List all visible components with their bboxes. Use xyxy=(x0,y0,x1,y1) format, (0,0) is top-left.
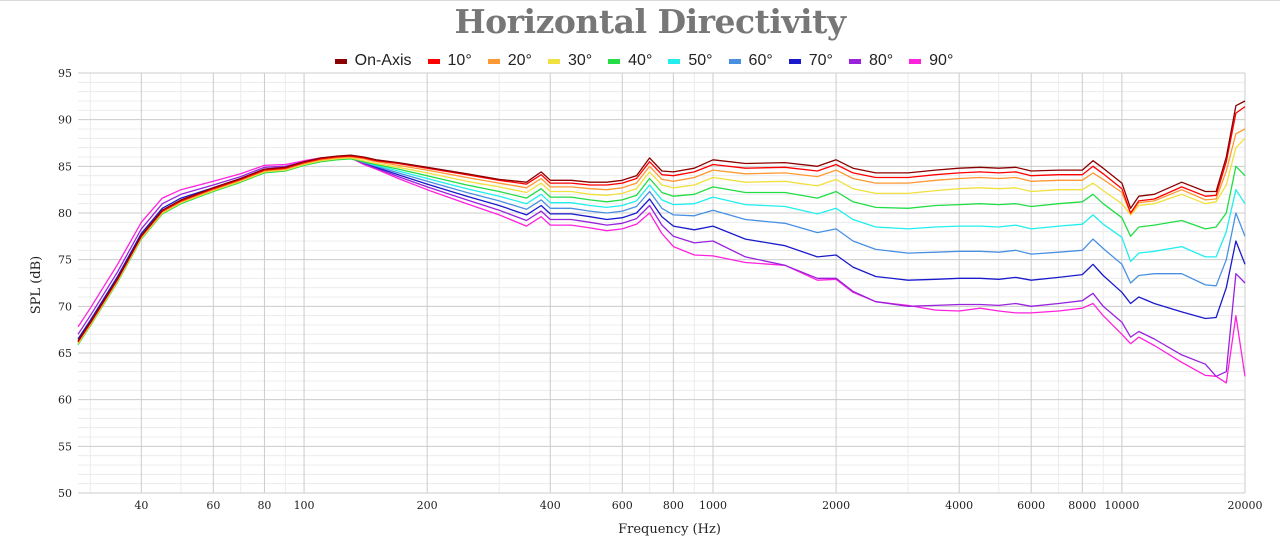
legend-swatch xyxy=(334,58,347,64)
legend-item[interactable]: 10° xyxy=(427,52,472,70)
legend-label: 60° xyxy=(748,52,773,69)
x-tick-label: 6000 xyxy=(1017,499,1045,512)
legend-label: 50° xyxy=(688,52,713,69)
legend-item[interactable]: 50° xyxy=(668,52,713,70)
legend-item[interactable]: 20° xyxy=(487,52,532,70)
x-tick-label: 8000 xyxy=(1068,499,1096,512)
legend: On-Axis 10° 20° 30° 40° 50° 60° 70° 80° 90° xyxy=(0,52,1280,70)
legend-swatch xyxy=(848,58,861,64)
legend-item[interactable]: 70° xyxy=(788,52,833,70)
legend-label: 40° xyxy=(628,52,653,69)
legend-item[interactable]: 30° xyxy=(547,52,593,70)
major-grid xyxy=(78,72,1246,494)
legend-swatch xyxy=(487,58,500,64)
legend-item[interactable]: On-Axis xyxy=(334,52,412,70)
y-tick-label: 55 xyxy=(58,440,72,453)
legend-label: 30° xyxy=(567,52,593,69)
y-tick-label: 85 xyxy=(58,160,72,173)
series-line xyxy=(77,157,1246,384)
legend-label: On-Axis xyxy=(354,52,412,69)
x-tick-label: 4000 xyxy=(945,499,973,512)
x-tick-label: 1000 xyxy=(699,499,727,512)
legend-swatch xyxy=(547,58,560,64)
minor-grid xyxy=(78,73,1245,493)
legend-item[interactable]: 60° xyxy=(728,52,773,70)
legend-label: 80° xyxy=(868,52,894,69)
legend-label: 90° xyxy=(929,52,954,69)
series-layer xyxy=(77,100,1246,384)
top-border xyxy=(0,0,1280,1)
y-tick-label: 95 xyxy=(58,67,72,80)
x-tick-label: 400 xyxy=(540,499,561,512)
x-tick-label: 600 xyxy=(612,499,633,512)
legend-label: 20° xyxy=(507,52,532,69)
legend-label: 10° xyxy=(447,52,472,69)
legend-swatch xyxy=(668,58,681,64)
y-tick-label: 65 xyxy=(58,347,72,360)
series-line xyxy=(77,158,1246,345)
x-tick-label: 2000 xyxy=(822,499,850,512)
x-tick-label: 20000 xyxy=(1228,499,1263,512)
series-line xyxy=(77,128,1246,344)
legend-item[interactable]: 90° xyxy=(909,52,953,70)
x-tick-label: 80 xyxy=(257,499,271,512)
series-line xyxy=(77,106,1246,343)
legend-label: 70° xyxy=(808,52,833,69)
y-tick-label: 50 xyxy=(58,487,72,500)
tick-labels: 50 55 60 65 70 75 80 85 90 95 40 60 80 100 200 400 600 80… xyxy=(58,67,1263,512)
x-tick-label: 40 xyxy=(134,499,148,512)
x-axis-label: Frequency (Hz) xyxy=(618,522,721,537)
legend-swatch xyxy=(608,58,621,64)
legend-item[interactable]: 80° xyxy=(848,52,894,70)
series-line xyxy=(77,137,1246,345)
series-line xyxy=(77,100,1246,342)
x-tick-label: 800 xyxy=(663,499,684,512)
x-tick-label: 200 xyxy=(417,499,438,512)
legend-item[interactable]: 40° xyxy=(608,52,652,70)
x-tick-label: 100 xyxy=(294,499,315,512)
x-tick-label: 60 xyxy=(206,499,220,512)
legend-swatch xyxy=(427,58,440,64)
y-tick-label: 80 xyxy=(58,207,72,220)
legend-swatch xyxy=(728,58,741,64)
legend-swatch xyxy=(788,58,801,64)
y-axis-label: SPL (dB) xyxy=(29,256,44,314)
y-tick-label: 60 xyxy=(58,394,72,407)
y-tick-label: 70 xyxy=(58,300,72,313)
legend-swatch xyxy=(909,58,922,64)
y-tick-label: 75 xyxy=(58,254,72,267)
chart-title: Horizontal Directivity xyxy=(454,2,846,41)
x-tick-label: 10000 xyxy=(1104,499,1139,512)
y-tick-label: 90 xyxy=(58,114,72,127)
